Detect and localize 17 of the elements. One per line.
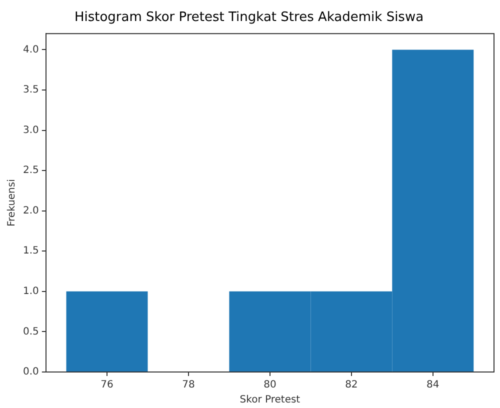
x-tick-label: 78 — [182, 380, 195, 391]
y-tick-label: 4.0 — [22, 44, 39, 56]
y-tick-label: 3.5 — [22, 84, 39, 96]
chart-title: Histogram Skor Pretest Tingkat Stres Akademik Siswa — [74, 10, 424, 26]
y-tick-label: 2.5 — [22, 165, 39, 176]
x-tick-label: 80 — [264, 380, 276, 391]
y-tick-label: 3.0 — [22, 124, 39, 136]
y-tick-label: 1.0 — [22, 286, 39, 298]
y-axis-title: Frekuensi — [6, 179, 18, 226]
y-tick-label: 0.5 — [22, 326, 39, 338]
x-tick-label: 76 — [100, 380, 114, 391]
y-tick-label: 2.0 — [22, 205, 39, 216]
x-tick-label: 82 — [345, 380, 358, 391]
y-tick-label: 0.0 — [22, 366, 39, 378]
y-tick-label: 1.5 — [22, 246, 39, 257]
x-tick-label: 84 — [426, 380, 440, 391]
x-axis-title: Skor Pretest — [240, 394, 300, 406]
